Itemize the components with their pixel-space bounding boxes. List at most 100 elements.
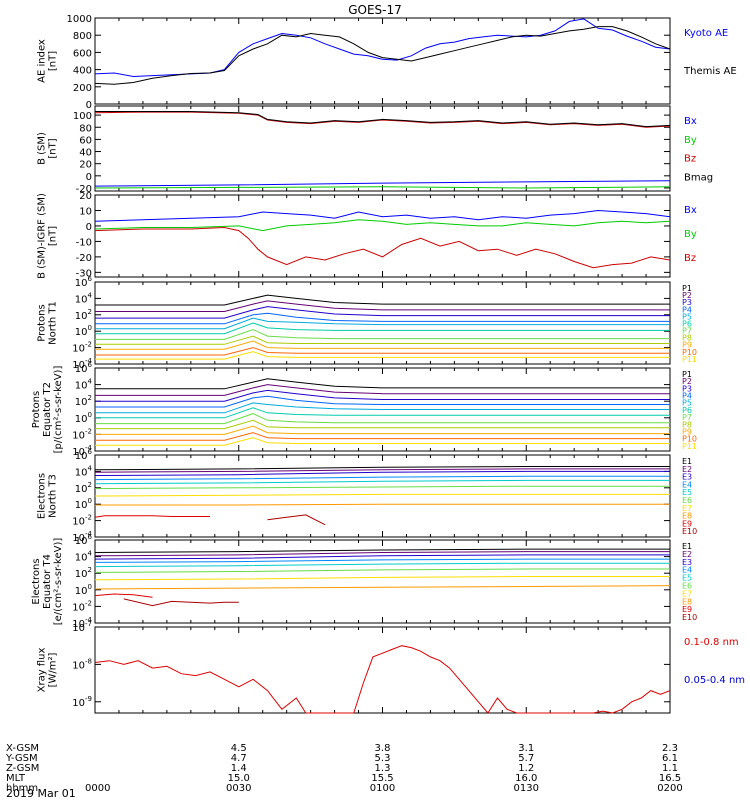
series-line-e7 [94,576,670,581]
series-line-e5 [94,479,670,485]
series-line-p5 [95,402,670,414]
series-line-by [94,219,671,232]
y-tick-label: 1000 [67,14,92,25]
legend-e2: E2 [682,550,692,559]
series-line-p11 [95,437,670,446]
legend-p10: P10 [682,435,697,444]
series-line-bmag [95,111,671,128]
time-row-label: X-GSM [6,743,39,754]
y-tick-label: 60 [79,135,92,146]
series-line-bx [94,209,671,222]
legend-e7: E7 [682,589,692,598]
legend-p10: P10 [682,348,697,357]
panel-ylabel: B (SM)-IGRF (SM) [37,193,48,279]
time-axis-value: 4.7 [231,753,247,764]
legend-e5: E5 [682,574,692,583]
time-axis-value: 1.2 [518,763,534,774]
y-tick-label: 100 [75,411,92,425]
legend-e9: E9 [682,519,692,528]
legend-by: By [684,135,697,146]
y-tick-label: 104 [75,550,93,564]
legend-e1: E1 [682,457,692,466]
y-tick-label: 102 [75,394,92,408]
panel-frame-1 [94,17,671,105]
panel-frame-4 [94,281,671,365]
panel-ylabel: Protons [37,304,48,341]
legend-e2: E2 [682,465,692,474]
series-line-bz [94,111,671,128]
series-line-e3 [94,470,670,476]
legend-p7: P7 [682,413,692,422]
time-axis-value: 3.1 [518,743,534,754]
y-tick-label: 106 [75,275,93,289]
time-axis-value: 0200 [657,783,682,794]
legend-p8: P8 [682,420,692,429]
series-line-bz [94,226,671,269]
series-line-p2 [95,300,670,312]
legend-e4: E4 [682,480,692,489]
legend-e6: E6 [682,496,692,505]
y-tick-label: 0 [86,172,92,183]
series-line-p3 [95,306,670,319]
series-line-p11 [95,351,670,360]
time-axis-value: 16.5 [659,773,681,784]
y-tick-label: 80 [79,123,92,134]
legend-e1: E1 [682,542,692,551]
series-line-e8 [94,585,671,590]
y-tick-label: 104 [75,378,93,392]
legend-p3: P3 [682,298,692,307]
y-tick-label: 10-2 [72,599,92,613]
time-axis-value: 0000 [85,783,110,794]
legend-p11: P11 [682,355,697,364]
panel-ylabel: Xray flux [37,648,48,693]
y-tick-label: 20 [79,160,92,171]
legend-by: By [684,229,697,240]
y-tick-label: 10-4 [72,357,92,371]
legend-bz: Bz [684,154,696,165]
y-tick-label: 0 [86,222,92,233]
legend-p6: P6 [682,319,692,328]
series-line-e4 [94,475,670,481]
panel-ylabel: North T1 [48,301,59,345]
date-label: 2019 Mar 01 [6,787,76,800]
legend-e6: E6 [682,582,692,591]
series-line-p5 [95,317,670,330]
y-tick-label: 106 [75,361,93,375]
series-line-bx [94,180,671,187]
time-axis-value: 2.3 [662,743,678,754]
time-axis-value: 1.3 [375,763,391,774]
y-tick-label: 102 [75,566,92,580]
y-tick-label: -20 [76,253,92,264]
series-line-p6 [95,322,670,335]
series-line-p7 [95,329,670,340]
y-tick-label: -20 [76,184,92,195]
time-axis-value: 0030 [226,783,251,794]
y-tick-label: 10-4 [72,444,92,458]
time-axis-value: 5.3 [375,753,391,764]
legend-p5: P5 [682,399,692,408]
series-line-e10 [123,598,239,607]
panel-ylabel: AE index [37,39,48,83]
series-line-p9 [95,340,670,350]
y-tick-label: 600 [73,48,92,59]
legend-bz: Bz [684,253,696,264]
y-tick-label: 10-2 [72,341,92,355]
series-line-e3 [94,554,670,560]
time-axis-value: 1.1 [662,763,678,774]
panel-frame-8 [94,626,671,714]
time-row-label: MLT [6,773,26,784]
legend-p8: P8 [682,334,692,343]
panel-ylabel: [W/m²] [48,652,59,687]
y-tick-label: -30 [76,268,92,279]
legend-p9: P9 [682,427,692,436]
series-line-p7 [95,413,670,425]
y-tick-label: 106 [75,533,93,547]
series-line-e6 [94,485,670,490]
y-tick-label: 10 [79,206,92,217]
y-tick-label: 10-2 [72,427,92,441]
legend-p9: P9 [682,341,692,350]
time-axis-value: 6.1 [662,753,678,764]
y-tick-label: 10-4 [72,616,92,630]
legend-p2: P2 [682,291,692,300]
